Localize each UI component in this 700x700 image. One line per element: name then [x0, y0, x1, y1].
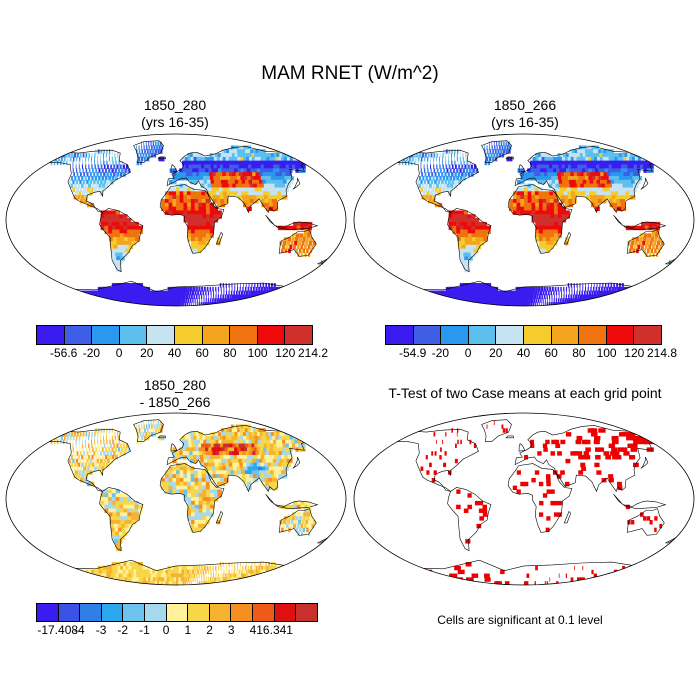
colorbar-tick-label: -56.6: [50, 346, 78, 360]
colorbar-tick-label: -54.9: [399, 346, 427, 360]
colorbar-swatch: [274, 604, 297, 621]
colorbar-tick-label: 60: [195, 346, 209, 360]
colorbar-tick-label: 120: [275, 346, 296, 360]
colorbar-swatch: [58, 604, 81, 621]
colorbar-swatch: [257, 326, 286, 344]
colorbar-tick-label: 0: [115, 346, 123, 360]
colorbar-tick-label: -20: [82, 346, 101, 360]
colorbar-tick-label: 80: [572, 346, 586, 360]
colorbar-difference: [36, 603, 318, 622]
colorbar-swatch: [202, 326, 231, 344]
panel-3-title-line2: - 1850_266: [139, 394, 211, 410]
colorbar-tick-label: -4: [74, 623, 85, 637]
main-title: MAM RNET (W/m^2): [261, 63, 439, 84]
colorbar-tick-label: 214.2: [297, 346, 329, 360]
colorbar-swatch: [174, 326, 203, 344]
colorbar-swatch: [296, 604, 317, 621]
colorbar-tick-label: 60: [544, 346, 558, 360]
colorbar-swatch: [606, 326, 635, 344]
colorbar-tick-label: 0: [464, 346, 472, 360]
colorbar-tick-label: 40: [167, 346, 182, 360]
colorbar-swatch: [551, 326, 580, 344]
colorbar-1850-280: [36, 325, 313, 345]
colorbar-tick-label: -3: [95, 623, 107, 637]
colorbar-swatch: [413, 326, 442, 344]
map-difference: [5, 412, 347, 586]
colorbar-tick-label: 20: [489, 346, 503, 360]
colorbar-swatch: [441, 326, 469, 344]
significance-note: Cells are significant at 0.1 level: [437, 613, 603, 627]
colorbar-swatch: [188, 604, 210, 621]
colorbar-tick-label: 3: [227, 623, 235, 637]
panel-2-title-line2: (yrs 16-35): [491, 114, 559, 130]
colorbar-tick-label: 120: [624, 346, 645, 360]
panel-1-title-line1: 1850_280: [143, 97, 207, 113]
colorbar-swatch: [166, 604, 189, 621]
panel-4-title: T-Test of two Case means at each grid po…: [350, 385, 700, 402]
colorbar-swatch: [230, 326, 258, 344]
colorbar-swatch: [285, 326, 312, 344]
colorbar-swatch: [523, 326, 552, 344]
colorbar-tick-label: -17.408: [37, 623, 79, 637]
colorbar-swatch: [209, 604, 232, 621]
colorbar-swatch: [145, 604, 167, 621]
colorbar-tick-label: 2: [206, 623, 213, 637]
colorbar-swatch: [80, 604, 102, 621]
colorbar-swatch: [37, 326, 65, 344]
colorbar-tick-label: 20: [140, 346, 154, 360]
colorbar-swatch: [37, 604, 59, 621]
colorbar-swatch: [123, 604, 146, 621]
colorbar-tick-label: 16.341: [256, 623, 293, 637]
map-1850-280: [5, 133, 347, 307]
colorbar-tick-label: -20: [431, 346, 450, 360]
colorbar-tick-label: 0: [162, 623, 170, 637]
colorbar-tick-label: -1: [139, 623, 150, 637]
colorbar-swatch: [579, 326, 607, 344]
panel-4-title-line1: T-Test of two Case means at each grid po…: [388, 385, 662, 401]
colorbar-tick-label: 100: [596, 346, 617, 360]
panel-1-title-line2: (yrs 16-35): [141, 114, 209, 130]
colorbar-tick-label: -2: [117, 623, 129, 637]
colorbar-swatch: [386, 326, 414, 344]
colorbar-tick-label: 80: [223, 346, 237, 360]
colorbar-tick-label: 4: [249, 623, 257, 637]
panel-2-title-line1: 1850_266: [493, 97, 557, 113]
map-1850-266: [353, 133, 695, 307]
colorbar-swatch: [496, 326, 524, 344]
colorbar-tick-label: 40: [516, 346, 531, 360]
colorbar-swatch: [101, 604, 124, 621]
colorbar-swatch: [634, 326, 661, 344]
panel-3-title-line1: 1850_280: [143, 377, 207, 393]
colorbar-tick-label: 100: [247, 346, 268, 360]
colorbar-swatch: [92, 326, 120, 344]
panel-2-title: 1850_266 (yrs 16-35): [425, 97, 625, 131]
colorbar-tick-label: 214.8: [646, 346, 678, 360]
colorbar-swatch: [147, 326, 175, 344]
colorbar-swatch: [119, 326, 148, 344]
colorbar-swatch: [64, 326, 93, 344]
map-ttest: [353, 412, 695, 586]
colorbar-1850-266: [385, 325, 662, 345]
colorbar-swatch: [253, 604, 275, 621]
colorbar-swatch: [231, 604, 254, 621]
colorbar-tick-label: 1: [184, 623, 192, 637]
colorbar-swatch: [468, 326, 497, 344]
panel-3-title: 1850_280 - 1850_266: [75, 377, 275, 411]
panel-1-title: 1850_280 (yrs 16-35): [75, 97, 275, 131]
